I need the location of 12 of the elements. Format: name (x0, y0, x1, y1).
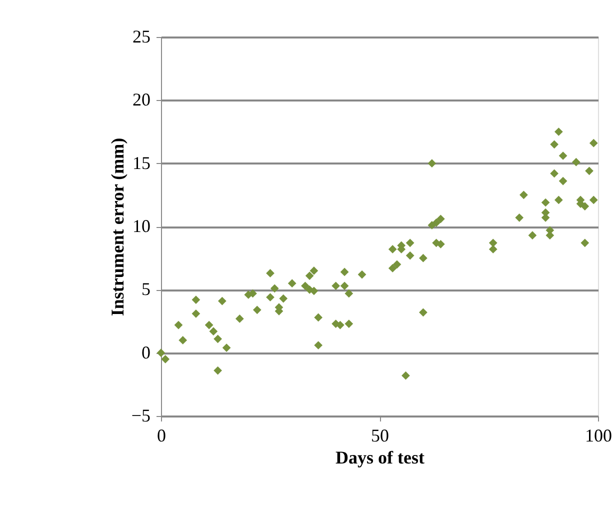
y-tick-label: −5 (131, 406, 150, 426)
y-tick-label: 0 (142, 342, 150, 362)
x-tick-label: 0 (157, 426, 166, 446)
y-tick-label: 20 (132, 90, 150, 110)
x-tick-label: 100 (585, 426, 612, 446)
x-axis-title: Days of test (336, 448, 424, 468)
y-axis-title: Instrument error (mm) (107, 138, 128, 316)
y-tick-label: 5 (142, 279, 150, 300)
y-tick-label: 25 (132, 26, 150, 46)
y-tick-label: 15 (132, 152, 150, 173)
x-tick-label: 50 (371, 426, 389, 446)
y-tick-label: 10 (132, 216, 150, 236)
